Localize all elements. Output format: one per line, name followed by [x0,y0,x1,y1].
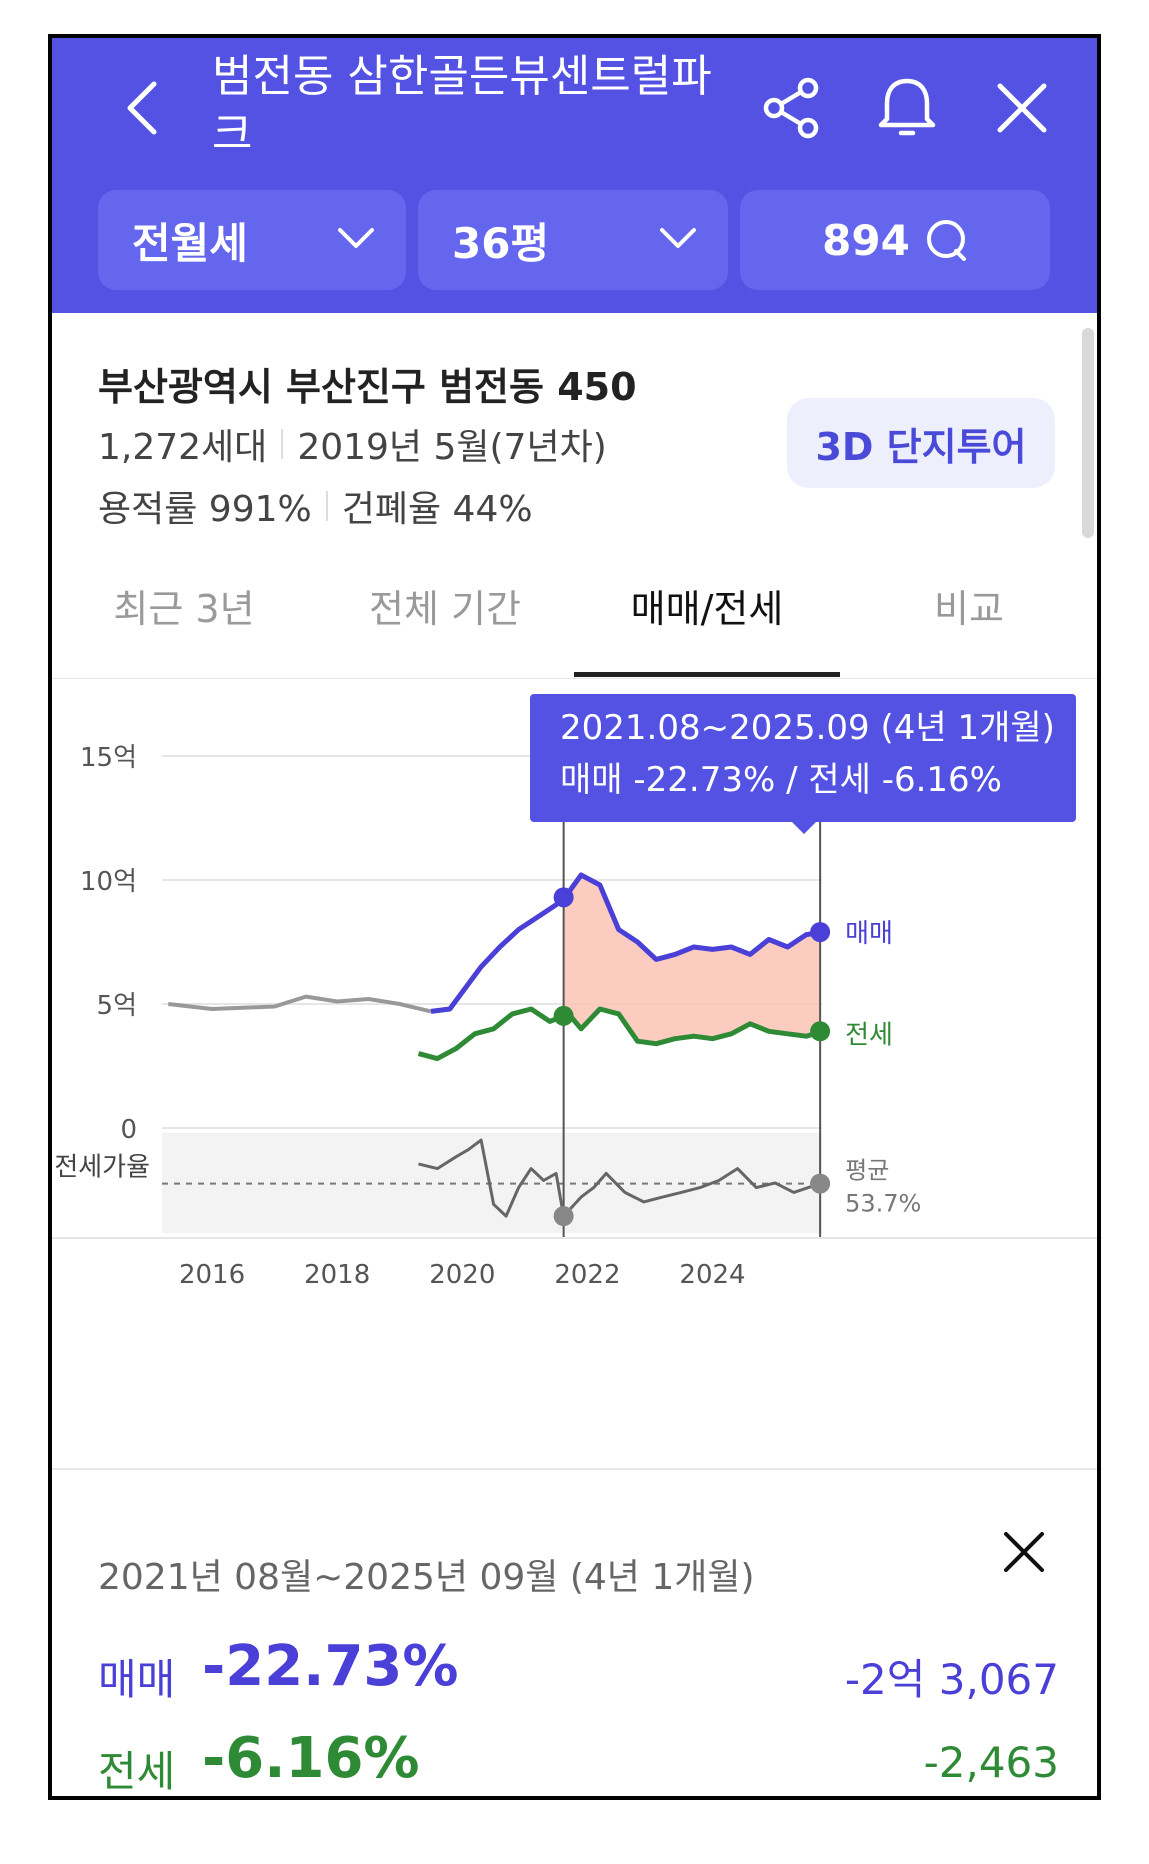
tab-recent-3y[interactable]: 최근 3년 [113,587,255,631]
complex-info-row-2: 용적률 991% 건폐율 44% [98,480,533,532]
average-label: 평균 [845,1157,889,1185]
divider [281,429,284,459]
section-divider [52,1468,1097,1470]
tooltip-period: 2021.08~2025.09 (4년 1개월) [560,708,1055,748]
sale-series-label: 매매 [845,919,893,949]
summary-close-button[interactable] [1002,1530,1062,1590]
chevron-down-icon [660,228,696,248]
sale-line [430,872,823,1014]
notification-button[interactable] [867,68,947,148]
jeonse-series-label: 전세 [845,1020,893,1050]
close-icon [1004,1532,1044,1572]
x-tick-label: 2024 [679,1260,745,1290]
sale-change-amount: -2억 3,067 [844,1655,1059,1704]
ratio-start-point [553,1206,574,1227]
households: 1,272세대 [98,427,268,468]
complex-address: 부산광역시 부산진구 범전동 450 [98,365,637,409]
x-tick-label: 2016 [179,1260,245,1290]
chat-bubble-icon [926,220,966,261]
complex-info-row-1: 1,272세대 2019년 5월(7년차) [98,418,607,470]
size-dropdown[interactable]: 36평 [418,190,728,290]
page-title: 범전동 삼한골든뷰센트럴파크 [212,51,712,160]
sale-history-line [168,994,432,1014]
coverage-ratio: 건폐율 44% [341,489,533,530]
chat-button[interactable]: 894 [740,190,1050,290]
divider [325,491,328,521]
tabs-divider [52,678,1097,679]
close-icon [997,83,1047,133]
x-tick-label: 2022 [554,1260,620,1290]
sale-end-point [810,922,831,943]
built-date: 2019년 5월(7년차) [297,427,607,468]
highlight-area [563,875,821,1044]
chat-count: 894 [822,215,910,265]
x-tick-label: 2020 [429,1260,495,1290]
ratio-label: 전세가율 [54,1153,150,1183]
close-button[interactable] [982,68,1062,148]
bell-icon [878,78,936,136]
chevron-left-icon [127,81,157,135]
tooltip-change: 매매 -22.73% / 전세 -6.16% [560,760,1002,800]
trade-type-label: 전월세 [132,218,248,268]
sale-label: 매매 [98,1655,176,1704]
jeonse-start-point [553,1005,574,1026]
jeonse-change-amount: -2,463 [923,1738,1059,1787]
top-header: 범전동 삼한골든뷰센트럴파크 전월세 [52,38,1097,313]
tab-compare[interactable]: 비교 [934,587,1004,631]
jeonse-line [417,1006,823,1062]
jeonse-end-point [810,1021,831,1042]
floor-area-ratio: 용적률 991% [98,489,312,530]
back-button[interactable] [112,68,172,148]
sale-change-pct: -22.73% [202,1634,459,1699]
share-icon [763,77,819,139]
jeonse-change-pct: -6.16% [202,1726,420,1791]
tooltip-pointer [792,822,816,834]
ratio-line [418,1138,821,1218]
ratio-end-point [810,1173,831,1194]
trade-type-dropdown[interactable]: 전월세 [98,190,406,290]
sale-start-point [553,887,574,908]
y-tick-label: 15억 [80,743,137,773]
3d-tour-button[interactable]: 3D 단지투어 [787,398,1055,488]
x-tick-label: 2018 [304,1260,370,1290]
app-frame: 범전동 삼한골든뷰센트럴파크 전월세 [48,34,1101,1800]
tab-sale-jeonse[interactable]: 매매/전세 [630,587,784,631]
y-tick-label: 5억 [97,991,137,1021]
range-tooltip: 2021.08~2025.09 (4년 1개월) 매매 -22.73% / 전세… [530,694,1076,822]
y-tick-label: 10억 [80,867,137,897]
y-tick-label: 0 [120,1115,137,1145]
scrollbar[interactable] [1082,328,1094,538]
summary-period: 2021년 08월~2025년 09월 (4년 1개월) [98,1557,755,1598]
average-value: 53.7% [845,1190,921,1218]
tab-all-period[interactable]: 전체 기간 [369,587,521,631]
chevron-down-icon [338,228,374,248]
active-tab-indicator [574,672,840,677]
jeonse-label: 전세 [98,1747,176,1796]
size-label: 36평 [452,218,550,268]
share-button[interactable] [752,68,832,148]
